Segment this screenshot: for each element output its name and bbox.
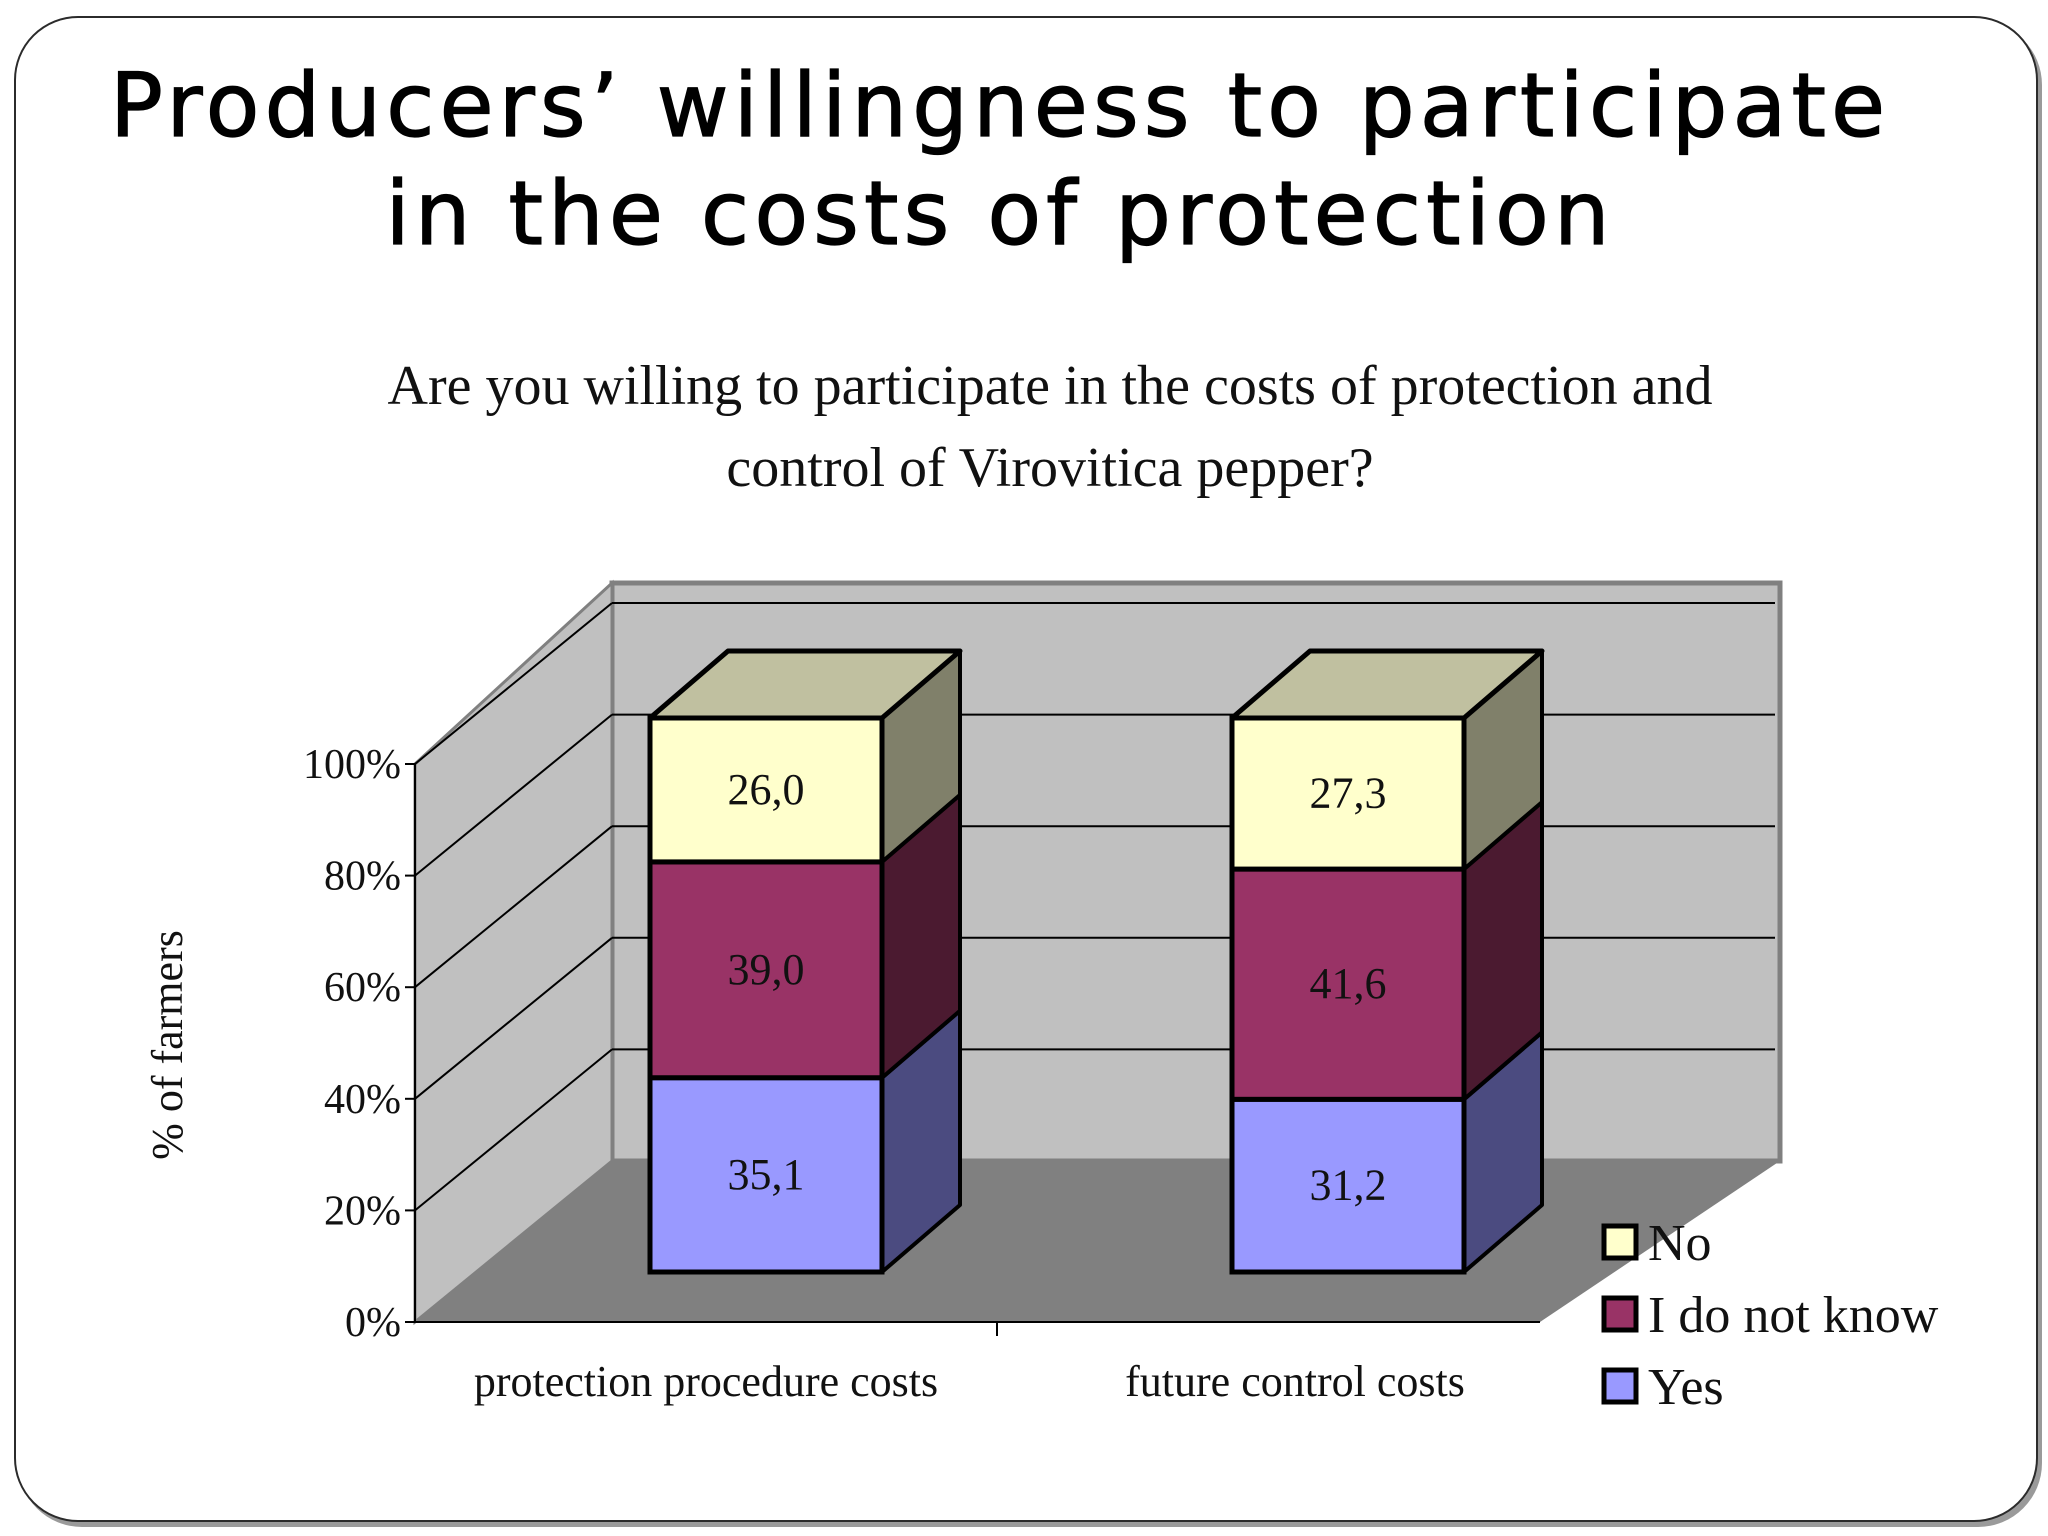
legend-label: I do not know xyxy=(1648,1287,1939,1344)
legend-label: No xyxy=(1648,1215,1712,1272)
chart-title: Are you willing to participate in the co… xyxy=(388,355,1713,499)
bar-segment xyxy=(647,859,885,1081)
y-tick-label: 40% xyxy=(324,1077,401,1123)
y-tick-label: 60% xyxy=(324,965,401,1011)
bar-segment xyxy=(647,715,885,865)
bar-value-label: 26,0 xyxy=(728,765,805,814)
y-tick-label: 80% xyxy=(324,854,401,900)
y-axis-title: % of farmers xyxy=(143,930,192,1160)
slide-title: Producers’ willingness to participate in… xyxy=(109,53,1891,265)
y-tick-label: 0% xyxy=(345,1300,401,1346)
legend-swatch xyxy=(1601,1367,1639,1405)
legend-swatch xyxy=(1601,1223,1639,1261)
gridline-side xyxy=(414,713,613,877)
x-tick-label: protection procedure costs xyxy=(474,1357,938,1406)
x-tick-label: future control costs xyxy=(1125,1357,1465,1406)
bar-segment xyxy=(1229,715,1467,872)
bar-value-label: 39,0 xyxy=(728,945,805,994)
bar-value-label: 27,3 xyxy=(1310,769,1387,818)
bar-segment xyxy=(1229,866,1467,1102)
gridline-side xyxy=(414,602,613,765)
bar-value-label: 41,6 xyxy=(1310,959,1387,1008)
legend-label: Yes xyxy=(1648,1359,1724,1416)
bar-segment xyxy=(647,1075,885,1275)
bar-top xyxy=(1229,648,1545,721)
floor xyxy=(415,1161,1780,1322)
gridline-side xyxy=(414,825,613,988)
gridline-side xyxy=(414,1048,613,1212)
bar-top xyxy=(647,648,963,721)
bar-value-label: 35,1 xyxy=(728,1150,805,1199)
gridline-side xyxy=(414,937,613,1100)
bar-value-label: 31,2 xyxy=(1310,1161,1387,1210)
legend-swatch xyxy=(1601,1295,1639,1333)
y-tick-label: 20% xyxy=(324,1188,401,1234)
y-tick-label: 100% xyxy=(303,742,401,788)
